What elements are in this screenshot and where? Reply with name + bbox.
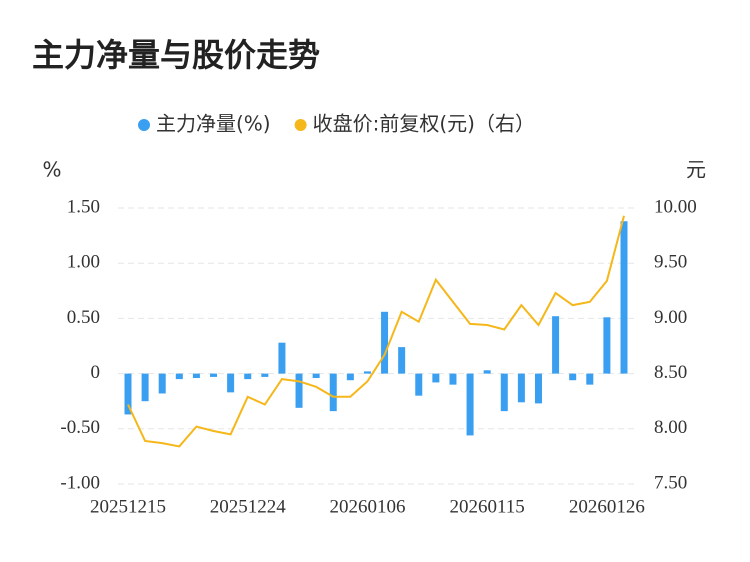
bar (192, 373, 200, 379)
y-tick-label: 1.00 (67, 252, 100, 273)
bar (261, 373, 269, 377)
bar (500, 373, 508, 412)
bar (158, 373, 166, 394)
chart-title: 主力净量与股价走势 (32, 36, 320, 74)
bar (363, 371, 371, 374)
legend-label: 主力净量(%) (156, 112, 271, 136)
y-tick-label: 0.50 (67, 307, 100, 328)
x-tick-label: 20260106 (329, 496, 405, 517)
bar (141, 373, 149, 402)
y2-tick-label: 8.50 (654, 362, 687, 383)
y-tick-label: -0.50 (60, 417, 100, 438)
bar (398, 347, 406, 374)
y2-tick-label: 7.50 (654, 472, 687, 493)
y-tick-label: -1.00 (60, 472, 100, 493)
y2-tick-label: 8.00 (654, 417, 687, 438)
bar (586, 373, 594, 385)
legend-marker (138, 119, 150, 131)
x-tick-label: 20260115 (450, 496, 525, 517)
bar (449, 373, 457, 385)
bar (552, 316, 560, 374)
x-tick-label: 20251215 (90, 496, 166, 517)
bar (466, 373, 474, 436)
bar (517, 373, 525, 403)
bar (278, 342, 286, 374)
bar (415, 373, 423, 396)
bar (244, 373, 252, 380)
y-tick-label: 1.50 (67, 196, 100, 217)
bar (381, 311, 389, 374)
bar (620, 221, 628, 374)
bar (483, 370, 491, 374)
bar (210, 373, 218, 377)
bar (432, 373, 440, 383)
legend-label: 收盘价:前复权(元)（右） (313, 112, 535, 136)
y2-tick-label: 10.00 (654, 196, 697, 217)
legend-marker (294, 119, 307, 131)
x-tick-label: 20251224 (210, 496, 287, 517)
bar (312, 373, 320, 379)
price-line (127, 215, 625, 448)
bar (569, 373, 577, 381)
bar (346, 373, 354, 381)
bar (534, 373, 542, 404)
y-tick-label: 0 (91, 362, 101, 383)
y2-axis-unit: 元 (686, 158, 706, 182)
bar (175, 373, 183, 380)
bar (603, 317, 611, 374)
y2-tick-label: 9.00 (654, 307, 687, 328)
bar (329, 373, 337, 412)
bar (227, 373, 235, 393)
y-axis-unit: % (42, 158, 61, 182)
bar (124, 373, 132, 415)
x-tick-label: 20260126 (569, 496, 645, 517)
bar (295, 373, 303, 408)
y2-tick-label: 9.50 (654, 252, 687, 273)
